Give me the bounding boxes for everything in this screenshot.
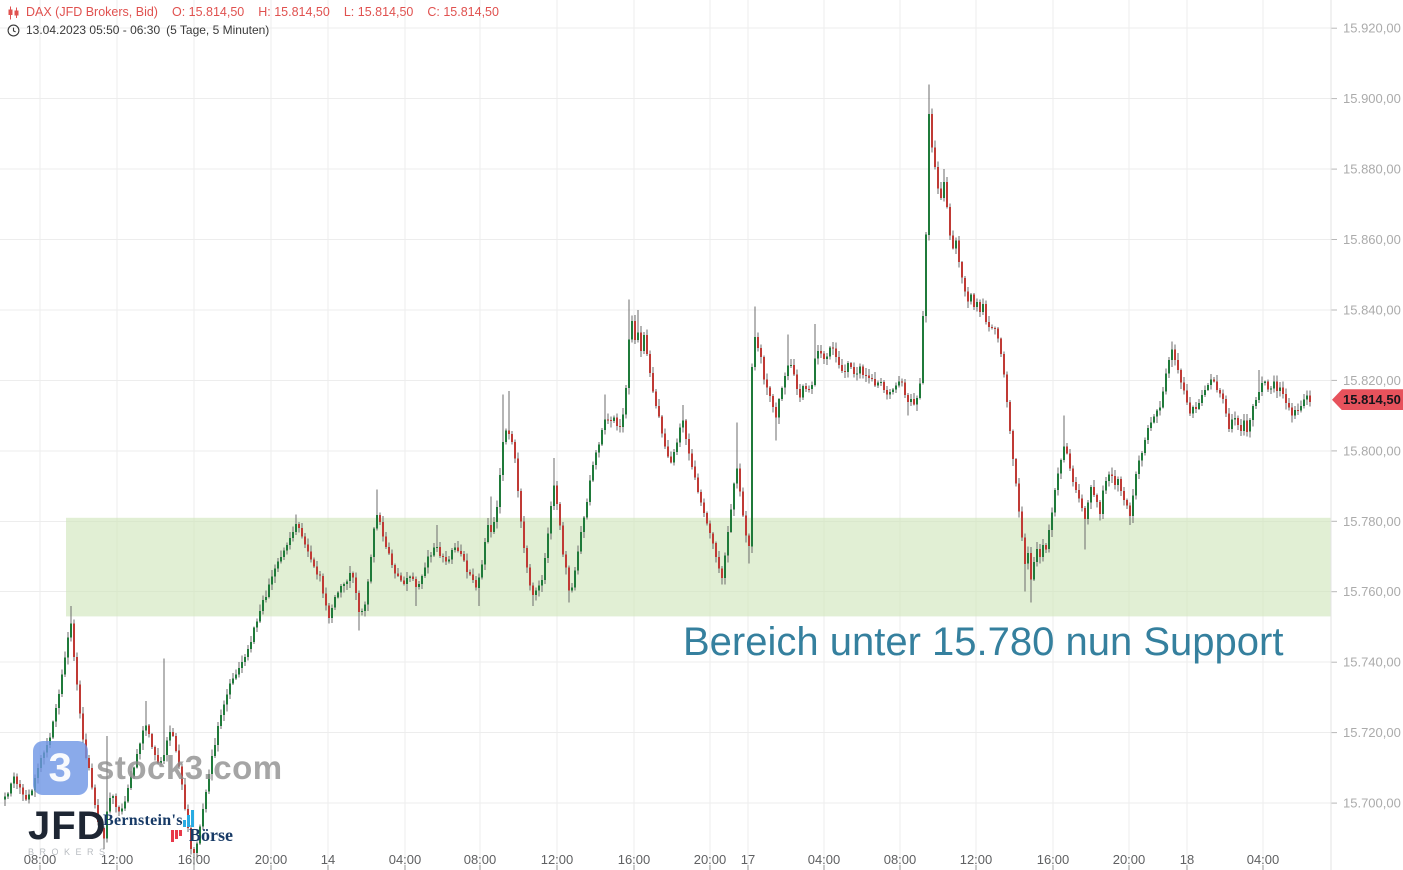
svg-text:15.740,00: 15.740,00 xyxy=(1343,655,1401,670)
last-price-value: 15.814,50 xyxy=(1343,392,1401,408)
low-value: L: 15.814,50 xyxy=(343,5,414,19)
stock3-watermark-text: stock3.com xyxy=(96,749,283,786)
high-value: H: 15.814,50 xyxy=(258,5,330,19)
bernstein-blue-bars-icon xyxy=(183,810,194,827)
svg-text:20:00: 20:00 xyxy=(1113,852,1146,867)
svg-text:15.880,00: 15.880,00 xyxy=(1343,162,1401,177)
close-value: C: 15.814,50 xyxy=(427,5,499,19)
axes: 15.920,00 15.900,00 15.880,00 15.860,00 15.8… xyxy=(24,0,1401,870)
svg-text:04:00: 04:00 xyxy=(808,852,841,867)
svg-text:15.760,00: 15.760,00 xyxy=(1343,584,1401,599)
svg-text:04:00: 04:00 xyxy=(389,852,422,867)
svg-text:15.900,00: 15.900,00 xyxy=(1343,91,1401,106)
svg-text:08:00: 08:00 xyxy=(24,852,57,867)
stock3-logo: 3 xyxy=(33,741,88,795)
bernstein-name: Bernstein's xyxy=(103,812,183,829)
jfd-logo-subtext: BROKERS xyxy=(28,847,111,857)
chart-header: DAX (JFD Brokers, Bid) O: 15.814,50 H: 1… xyxy=(6,4,507,39)
svg-text:16:00: 16:00 xyxy=(1037,852,1070,867)
svg-text:15.700,00: 15.700,00 xyxy=(1343,796,1401,811)
svg-text:20:00: 20:00 xyxy=(255,852,288,867)
bernstein-red-bars-icon xyxy=(171,830,182,842)
svg-text:17: 17 xyxy=(741,852,755,867)
candle-bodies xyxy=(4,114,1311,854)
svg-text:14: 14 xyxy=(321,852,335,867)
svg-text:15.800,00: 15.800,00 xyxy=(1343,443,1401,458)
svg-text:15.720,00: 15.720,00 xyxy=(1343,725,1401,740)
instrument-ohlc-row: DAX (JFD Brokers, Bid) O: 15.814,50 H: 1… xyxy=(6,4,507,21)
jfd-brokers-logo: JFD BROKERS xyxy=(28,806,158,857)
svg-text:18: 18 xyxy=(1180,852,1194,867)
boerse-label: Börse xyxy=(189,825,233,845)
svg-text:20:00: 20:00 xyxy=(694,852,727,867)
svg-text:16:00: 16:00 xyxy=(618,852,651,867)
svg-text:15.840,00: 15.840,00 xyxy=(1343,302,1401,317)
jfd-logo-text: JFD xyxy=(28,804,107,848)
timeframe-label: (5 Tage, 5 Minuten) xyxy=(166,23,270,37)
last-price-tag: 15.814,50 xyxy=(1332,389,1403,411)
instrument-name[interactable]: DAX (JFD Brokers, Bid) xyxy=(26,5,158,19)
bernsteins-boerse-logo: Bernstein's Börse xyxy=(103,810,243,850)
svg-text:15.860,00: 15.860,00 xyxy=(1343,232,1401,247)
date-range: 13.04.2023 05:50 - 06:30 xyxy=(26,23,161,37)
support-zone xyxy=(66,517,1331,617)
svg-text:12:00: 12:00 xyxy=(960,852,993,867)
clock-icon xyxy=(6,24,20,37)
svg-text:15.920,00: 15.920,00 xyxy=(1343,21,1401,36)
svg-text:08:00: 08:00 xyxy=(464,852,497,867)
svg-text:08:00: 08:00 xyxy=(884,852,917,867)
annotation-text: Bereich unter 15.780 nun Support xyxy=(683,620,1284,664)
svg-text:16:00: 16:00 xyxy=(178,852,211,867)
svg-text:12:00: 12:00 xyxy=(541,852,574,867)
grid-lines xyxy=(0,0,1331,870)
svg-text:15.780,00: 15.780,00 xyxy=(1343,514,1401,529)
candlestick-icon xyxy=(6,6,20,20)
stock3-logo-glyph: 3 xyxy=(48,745,73,790)
svg-text:04:00: 04:00 xyxy=(1247,852,1280,867)
svg-text:15.820,00: 15.820,00 xyxy=(1343,373,1401,388)
svg-text:12:00: 12:00 xyxy=(101,852,134,867)
time-range-row: 13.04.2023 05:50 - 06:30 (5 Tage, 5 Minu… xyxy=(6,22,507,39)
open-value: O: 15.814,50 xyxy=(171,5,245,19)
